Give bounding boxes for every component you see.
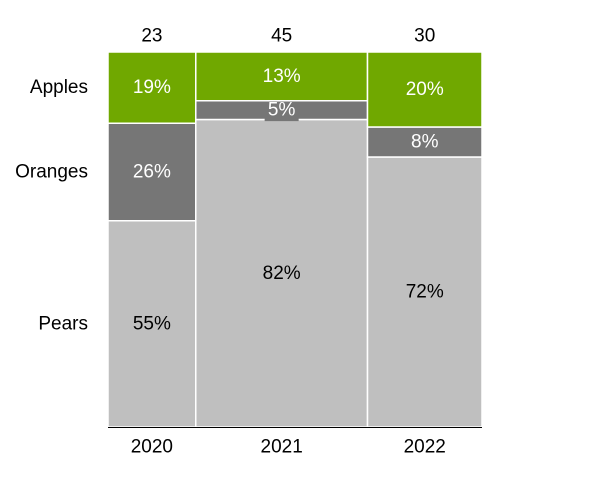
x-tick-label-2020: 2020: [131, 437, 173, 458]
legend-label-pears: Pears: [38, 313, 88, 334]
segment-pears-2020: [107, 220, 197, 428]
segment-label-apples-2020: 19%: [133, 77, 171, 98]
segment-oranges-2020: [107, 122, 197, 222]
column-total-2021: 45: [271, 26, 292, 47]
segment-oranges-2022: [366, 126, 483, 158]
column-total-2022: 30: [414, 26, 435, 47]
segment-pears-2021: [195, 118, 369, 428]
legend-label-apples: Apples: [30, 77, 88, 98]
segment-label-oranges-2020: 26%: [133, 162, 171, 183]
segment-apples-2021: [195, 51, 369, 102]
segment-label-apples-2022: 20%: [406, 79, 444, 100]
segment-label-oranges-2022: 8%: [411, 132, 439, 153]
segment-label-pears-2020: 55%: [133, 313, 171, 334]
legend-label-oranges: Oranges: [15, 162, 88, 183]
column-total-2020: 23: [141, 26, 162, 47]
segment-apples-2020: [107, 51, 197, 124]
segment-label-pears-2021: 82%: [263, 263, 301, 284]
segment-apples-2022: [366, 51, 483, 128]
segment-label-oranges-2021: 5%: [268, 100, 296, 121]
segment-label-pears-2022: 72%: [406, 282, 444, 303]
x-tick-label-2022: 2022: [404, 437, 446, 458]
segment-label-bg-oranges-2021: [264, 99, 299, 122]
x-tick-label-2021: 2021: [261, 437, 303, 458]
segment-label-apples-2021: 13%: [263, 66, 301, 87]
